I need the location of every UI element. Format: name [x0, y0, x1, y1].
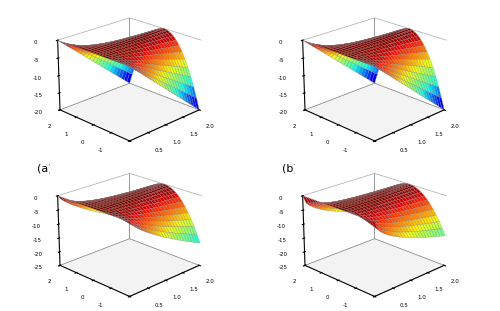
X-axis label: t: t	[192, 159, 196, 168]
Text: (a): (a)	[38, 163, 53, 173]
Text: (b): (b)	[282, 163, 298, 173]
X-axis label: t: t	[438, 159, 441, 168]
Y-axis label: x: x	[308, 159, 312, 168]
Y-axis label: x: x	[63, 159, 68, 168]
